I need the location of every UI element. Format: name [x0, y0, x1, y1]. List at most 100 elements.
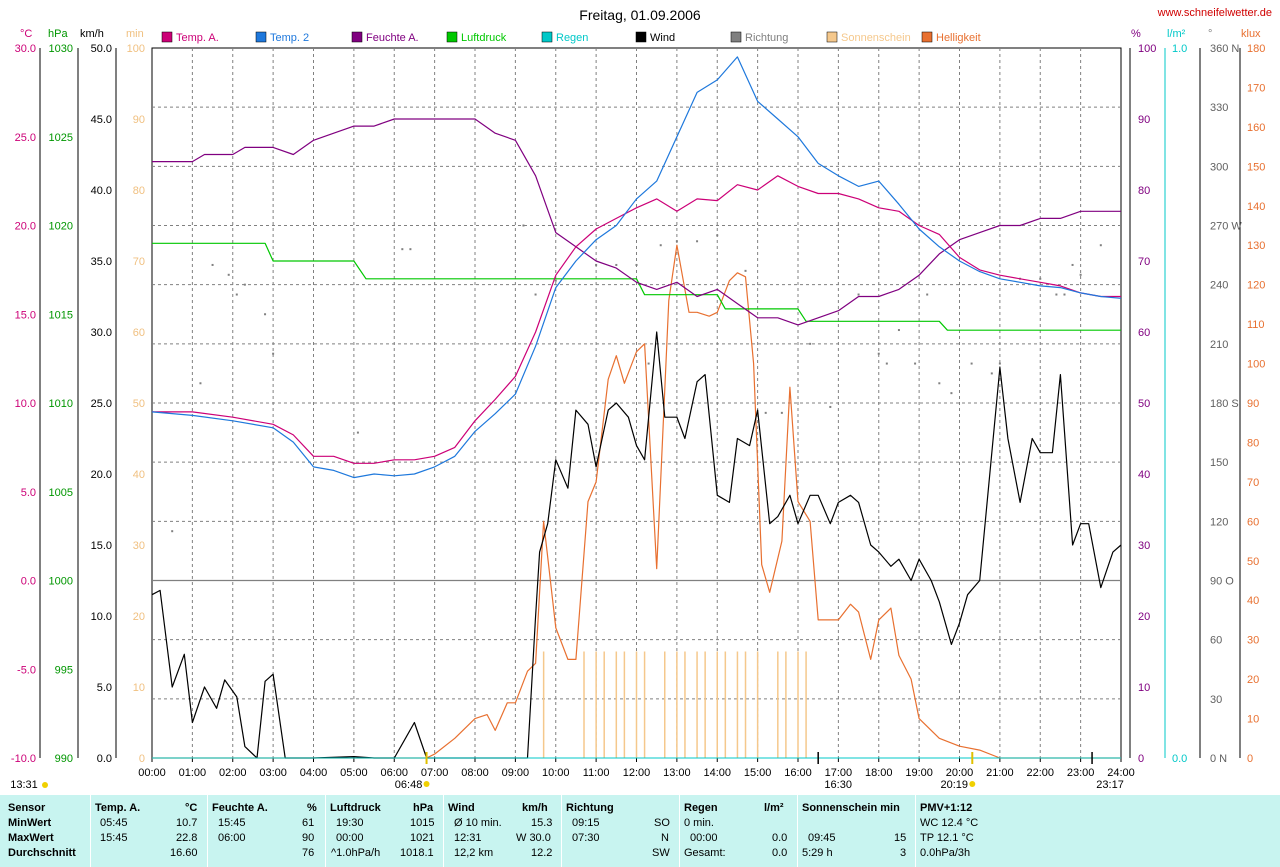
minutes-tick: 20 — [133, 611, 145, 623]
light-tick: 70 — [1247, 477, 1259, 489]
pressure-min-value: 1015 — [410, 817, 435, 829]
direction-point — [635, 263, 638, 266]
wind-tick: 15.0 — [91, 540, 112, 552]
time-tick-label: 20:00 — [946, 767, 974, 779]
wind-tick: 35.0 — [91, 256, 112, 268]
direction-r2-time: 07:30 — [572, 832, 600, 844]
time-tick-label: 12:00 — [623, 767, 651, 779]
minutes-tick: 40 — [133, 469, 145, 481]
direction-point — [877, 352, 880, 355]
pressure-tick: 1030 — [49, 43, 73, 55]
temp-tick: 10.0 — [15, 398, 36, 410]
pressure-tick: 1015 — [49, 309, 73, 321]
light-tick: 30 — [1247, 635, 1259, 647]
row-label-avg: Durchschnitt — [8, 847, 76, 859]
humidity-avg-value: 76 — [302, 847, 315, 859]
pressure-trend: ^1.0hPa/h — [331, 847, 381, 859]
direction-point — [595, 263, 598, 266]
humidity-tick: 20 — [1138, 611, 1150, 623]
humidity-col-header: Feuchte A. — [212, 802, 268, 814]
legend-swatch — [446, 31, 458, 43]
pmv-col-header: PMV+1:12 — [920, 802, 973, 814]
minutes-tick: 100 — [127, 43, 145, 55]
pressure-tick: 1025 — [49, 132, 73, 144]
light-tick: 100 — [1247, 359, 1265, 371]
pressure-max-value: 1021 — [410, 832, 435, 844]
wind-direction-points — [151, 224, 1102, 543]
pressure-tick: 995 — [55, 664, 73, 676]
stats-divider — [561, 795, 562, 867]
temp-tick: 25.0 — [15, 132, 36, 144]
humidity-tick: 0 — [1138, 753, 1144, 765]
wind-avg10-value: 15.3 — [531, 817, 553, 829]
time-tick-label: 23:00 — [1067, 767, 1095, 779]
website-link[interactable]: www.schneifelwetter.de — [1157, 7, 1272, 19]
legend: Temp. A. Temp. 2 Feuchte A. Luftdruck Regen W… — [161, 31, 981, 44]
rain-duration: 0 min. — [684, 817, 714, 829]
direction-point — [1099, 244, 1102, 247]
humidity-tick: 50 — [1138, 398, 1150, 410]
legend-swatch — [351, 31, 363, 43]
direction-tick: 120 — [1210, 516, 1228, 528]
marker-2317-label: 23:17 — [1096, 779, 1124, 791]
direction-tick: 360 N — [1210, 43, 1239, 55]
series-lines — [151, 56, 1122, 759]
minutes-tick: 90 — [133, 114, 145, 126]
wind-tick: 25.0 — [91, 398, 112, 410]
stats-table: Sensor MinWert MaxWert Durchschnitt Temp… — [0, 795, 1280, 867]
direction-axis-header: ° — [1208, 28, 1212, 40]
humidity-max-value: 90 — [302, 832, 315, 844]
direction-point — [1063, 293, 1066, 296]
direction-point — [885, 362, 888, 365]
direction-point — [264, 313, 267, 316]
legend-label: Feuchte A. — [366, 32, 419, 44]
humidity-min-value: 61 — [302, 817, 315, 829]
direction-point — [675, 240, 678, 243]
pressure-tick: 1000 — [49, 576, 73, 588]
direction-r1-time: 09:15 — [572, 817, 600, 829]
direction-tick: 180 S — [1210, 398, 1239, 410]
light-tick: 10 — [1247, 714, 1259, 726]
legend-swatch — [541, 31, 553, 43]
grid — [151, 47, 1122, 759]
direction-r1-value: SO — [654, 817, 670, 829]
row-label-max: MaxWert — [8, 832, 54, 844]
weather-chart: Freitag, 01.09.2006 www.schneifelwetter.… — [10, 7, 1272, 791]
time-tick-label: 19:00 — [905, 767, 933, 779]
direction-point — [998, 362, 1001, 365]
time-tick-label: 09:00 — [502, 767, 530, 779]
direction-point — [970, 362, 973, 365]
wind-col-header: Wind — [448, 802, 475, 814]
direction-point — [659, 244, 662, 247]
direction-point — [211, 263, 214, 266]
wind-avg10-label: Ø 10 min. — [454, 817, 502, 829]
light-tick: 170 — [1247, 82, 1265, 94]
time-tick-label: 15:00 — [744, 767, 772, 779]
direction-point — [809, 342, 812, 345]
legend-label: Richtung — [745, 32, 788, 44]
light-tick: 180 — [1247, 43, 1265, 55]
time-tick-label: 16:00 — [784, 767, 812, 779]
wind-max-time: 12:31 — [454, 832, 482, 844]
pressure-avg-value: 1018.1 — [400, 847, 434, 859]
wind-tick: 40.0 — [91, 185, 112, 197]
light-tick: 160 — [1247, 122, 1265, 134]
minutes-tick: 0 — [139, 753, 145, 765]
pressure-max-time: 00:00 — [336, 832, 364, 844]
rain-tick: 0.0 — [1172, 753, 1187, 765]
wind-col-unit: km/h — [522, 802, 548, 814]
temp-col-header: Temp. A. — [95, 802, 141, 814]
direction-tick: 30 — [1210, 694, 1222, 706]
time-tick-label: 22:00 — [1026, 767, 1054, 779]
direction-point — [409, 248, 412, 251]
wind-avg-value: 12.2 — [531, 847, 553, 859]
light-tick: 90 — [1247, 398, 1259, 410]
direction-point — [938, 382, 941, 385]
wind-tick: 0.0 — [97, 753, 112, 765]
time-tick-label: 01:00 — [179, 767, 207, 779]
direction-tick: 150 — [1210, 457, 1228, 469]
direction-point — [171, 530, 174, 533]
humidity-axis-header: % — [1131, 28, 1141, 40]
wind-tick: 45.0 — [91, 114, 112, 126]
legend-label: Luftdruck — [461, 32, 507, 44]
